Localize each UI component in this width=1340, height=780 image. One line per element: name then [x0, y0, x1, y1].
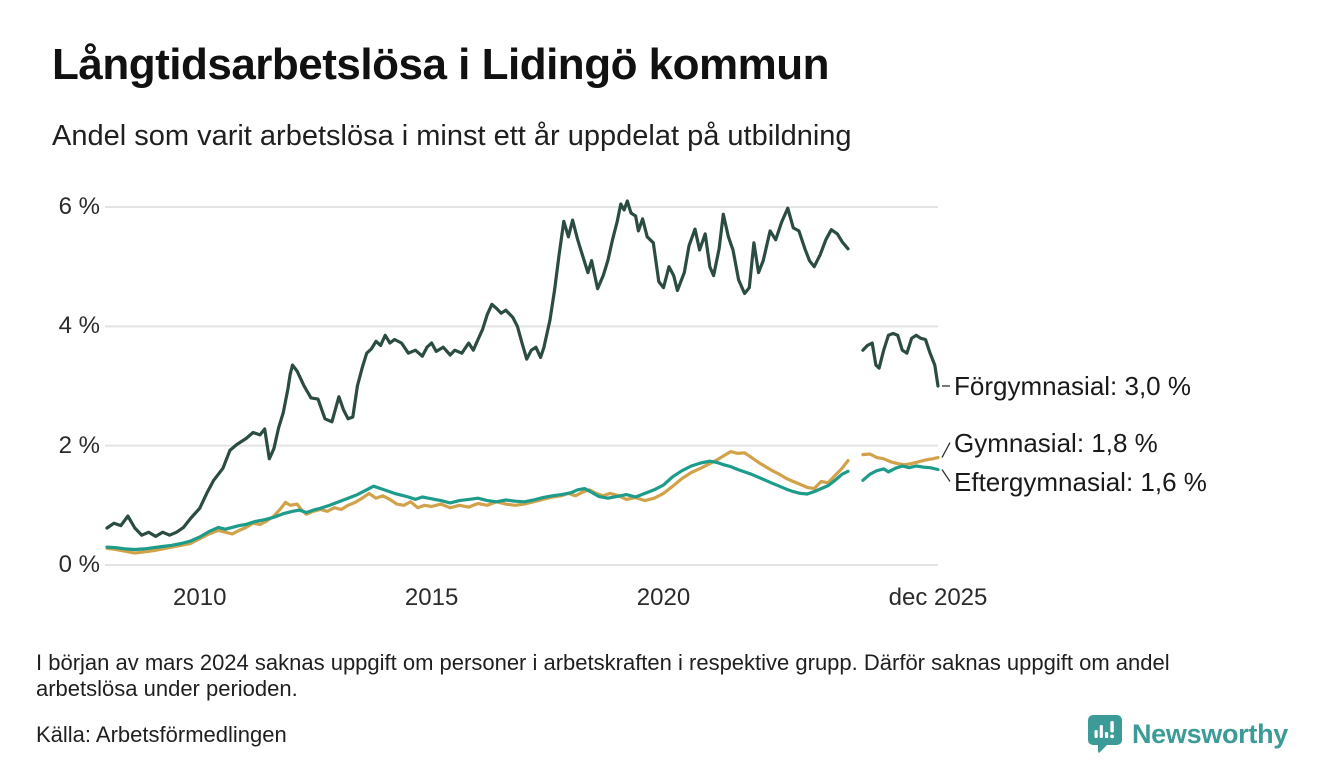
y-tick-label: 6 %	[58, 193, 100, 220]
label-connector	[941, 469, 951, 482]
newsworthy-logo-text: Newsworthy	[1131, 718, 1288, 749]
label-connector	[941, 442, 951, 458]
series-line-0	[861, 331, 940, 388]
y-tick-label: 0 %	[58, 551, 100, 578]
series-line-1	[861, 452, 940, 467]
newsworthy-bubble-chart-icon	[1087, 714, 1123, 754]
page-title: Långtidsarbetslösa i Lidingö kommun	[52, 40, 830, 89]
series-label-0: Förgymnasial: 3,0 %	[954, 371, 1191, 401]
series-line-2	[105, 459, 850, 552]
footnote-text: I början av mars 2024 saknas uppgift om …	[36, 650, 1170, 701]
x-tick-label: 2020	[636, 584, 691, 611]
series-label-2: Eftergymnasial: 1,6 %	[954, 466, 1207, 497]
y-tick-label: 2 %	[58, 431, 100, 459]
x-tick-label: dec 2025	[888, 584, 988, 611]
y-tick-label: 4 %	[58, 312, 100, 340]
series-line-0	[105, 199, 850, 539]
x-tick-label: 2015	[404, 584, 459, 611]
newsworthy-logo: Newsworthy	[1087, 714, 1288, 754]
source-text: Källa: Arbetsförmedlingen	[36, 722, 287, 747]
x-tick-label: 2010	[173, 584, 227, 611]
chart-subtitle: Andel som varit arbetslösa i minst ett å…	[52, 120, 852, 152]
series-line-1	[105, 450, 850, 555]
series-line-2	[861, 464, 940, 482]
series-label-1: Gymnasial: 1,8 %	[954, 427, 1158, 458]
